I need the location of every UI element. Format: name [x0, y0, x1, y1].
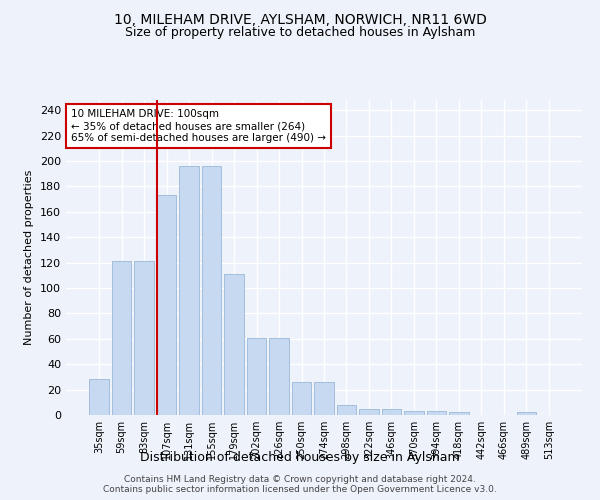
Text: 10, MILEHAM DRIVE, AYLSHAM, NORWICH, NR11 6WD: 10, MILEHAM DRIVE, AYLSHAM, NORWICH, NR1…	[113, 12, 487, 26]
Bar	[404, 411, 424, 415]
Bar	[292, 382, 311, 415]
Bar	[224, 274, 244, 415]
Bar	[179, 166, 199, 415]
Text: Size of property relative to detached houses in Aylsham: Size of property relative to detached ho…	[125, 26, 475, 39]
Text: Distribution of detached houses by size in Aylsham: Distribution of detached houses by size …	[140, 451, 460, 464]
Bar	[517, 412, 536, 415]
Bar	[134, 262, 154, 415]
Bar	[427, 411, 446, 415]
Bar	[89, 380, 109, 415]
Bar	[337, 405, 356, 415]
Text: Contains HM Land Registry data © Crown copyright and database right 2024.
Contai: Contains HM Land Registry data © Crown c…	[103, 474, 497, 494]
Y-axis label: Number of detached properties: Number of detached properties	[25, 170, 34, 345]
Text: 10 MILEHAM DRIVE: 100sqm
← 35% of detached houses are smaller (264)
65% of semi-: 10 MILEHAM DRIVE: 100sqm ← 35% of detach…	[71, 110, 326, 142]
Bar	[247, 338, 266, 415]
Bar	[202, 166, 221, 415]
Bar	[269, 338, 289, 415]
Bar	[157, 196, 176, 415]
Bar	[314, 382, 334, 415]
Bar	[359, 408, 379, 415]
Bar	[112, 262, 131, 415]
Bar	[449, 412, 469, 415]
Bar	[382, 408, 401, 415]
